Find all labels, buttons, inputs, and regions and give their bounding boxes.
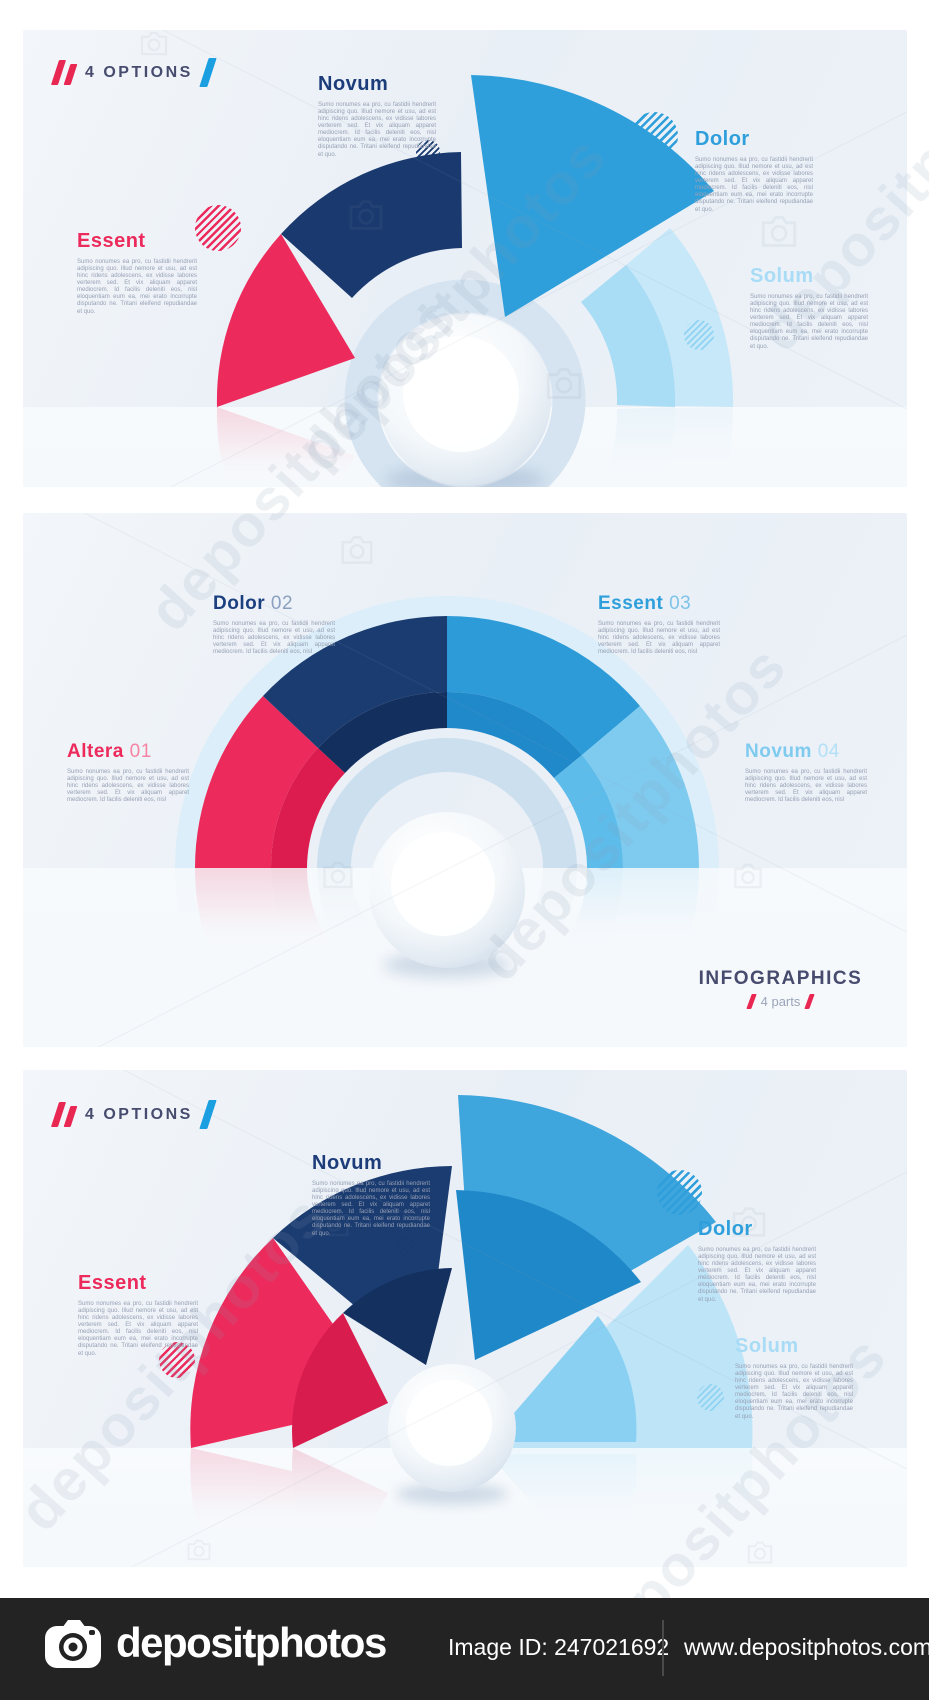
label-solum-title: Solum [735,1335,799,1357]
panel1-title-text: 4 OPTIONS [85,63,193,81]
title-slash-icon [63,1106,78,1127]
semicircle-donut-chart [23,596,907,1047]
label-novum: Novum Sumo nonumes ea pro, cu fastidii h… [318,73,436,159]
label-essent: Essent Sumo nonumes ea pro, cu fastidii … [77,230,197,316]
infographics-title: INFOGRAPHICS [698,968,863,989]
caption-slash-icon [745,994,757,1009]
label-dolor-02-name: Dolor [213,593,266,614]
logo-wordmark: depositphotos [116,1619,387,1666]
label-essent-title: Essent [78,1272,147,1294]
label-novum-04-number: 04 [817,741,840,762]
label-solum: Solum Sumo nonumes ea pro, cu fastidii h… [750,265,868,351]
label-dolor: Dolor Sumo nonumes ea pro, cu fastidii h… [695,128,813,214]
label-altera-01-name: Altera [67,741,124,762]
hatched-circle-icon [394,1234,415,1255]
panel3-title-text: 4 OPTIONS [85,1105,193,1123]
label-solum-text: Sumo nonumes ea pro, cu fastidii hendrer… [735,1364,853,1420]
panel-top-infographic: 4 OPTIONS Novum Sumo nonumes ea pro, cu … [23,30,907,487]
depositphotos-logo: depositphotos [42,1616,387,1670]
label-novum-text: Sumo nonumes ea pro, cu fastidii hendrer… [312,1181,430,1237]
label-dolor-title: Dolor [695,128,750,150]
label-novum: Novum Sumo nonumes ea pro, cu fastidii h… [312,1152,430,1238]
label-altera-01-text: Sumo nonumes ea pro, cu fastidii hendrer… [67,769,189,804]
stock-photo-footer-bar: depositphotos Image ID: 247021692 www.de… [0,1598,929,1700]
panel-middle-infographic: Dolor 02 Sumo nonumes ea pro, cu fastidi… [23,513,907,1047]
website-text: www.depositphotos.com [684,1634,929,1660]
hatched-circle-icon [630,112,678,160]
label-essent-03-text: Sumo nonumes ea pro, cu fastidii hendrer… [598,621,720,656]
hatched-circle-icon [684,320,714,350]
label-dolor-02-number: 02 [270,593,294,614]
hatched-circle-icon [159,1342,195,1378]
semicircle-chart-top [23,75,907,487]
hatched-circle-icon [195,205,241,251]
label-dolor-text: Sumo nonumes ea pro, cu fastidii hendrer… [695,157,813,213]
label-novum-04: Novum 04 Sumo nonumes ea pro, cu fastidi… [745,741,867,804]
label-solum: Solum Sumo nonumes ea pro, cu fastidii h… [735,1335,853,1421]
panel3-title: 4 OPTIONS [50,1100,217,1129]
hatched-circle-icon [416,140,440,164]
infographics-caption: INFOGRAPHICS 4 parts [683,968,878,1009]
label-essent-03-name: Essent [598,593,664,614]
label-essent-title: Essent [77,230,146,252]
label-dolor: Dolor Sumo nonumes ea pro, cu fastidii h… [698,1218,816,1304]
label-altera-01: Altera 01 Sumo nonumes ea pro, cu fastid… [67,741,189,804]
hatched-circle-icon [657,1170,702,1215]
label-solum-text: Sumo nonumes ea pro, cu fastidii hendrer… [750,294,868,350]
infographics-subtitle: 4 parts [760,994,801,1009]
label-novum-text: Sumo nonumes ea pro, cu fastidii hendrer… [318,102,436,158]
label-essent-text: Sumo nonumes ea pro, cu fastidii hendrer… [78,1301,198,1357]
label-essent-text: Sumo nonumes ea pro, cu fastidii hendrer… [77,259,197,315]
label-novum-title: Novum [318,73,389,95]
image-id-text: Image ID: 247021692 [448,1634,670,1660]
hatched-circle-icon [697,1384,724,1411]
label-dolor-02: Dolor 02 Sumo nonumes ea pro, cu fastidi… [213,593,335,656]
label-dolor-title: Dolor [698,1218,753,1240]
panel-bottom-infographic: 4 OPTIONS Novum Sumo nonumes ea pro, cu … [23,1070,907,1567]
label-novum-title: Novum [312,1152,383,1174]
label-essent-03: Essent 03 Sumo nonumes ea pro, cu fastid… [598,593,720,656]
footer-divider [662,1620,664,1676]
label-novum-04-name: Novum [745,741,812,762]
panel1-title: 4 OPTIONS [50,58,217,87]
caption-slash-icon [804,994,816,1009]
title-slash-icon [63,64,78,85]
label-essent-03-number: 03 [669,593,692,614]
label-solum-title: Solum [750,265,814,287]
camera-logo-icon [45,1620,101,1668]
label-essent: Essent Sumo nonumes ea pro, cu fastidii … [78,1272,198,1358]
label-dolor-02-text: Sumo nonumes ea pro, cu fastidii hendrer… [213,621,335,656]
label-dolor-text: Sumo nonumes ea pro, cu fastidii hendrer… [698,1247,816,1303]
label-novum-04-text: Sumo nonumes ea pro, cu fastidii hendrer… [745,769,867,804]
label-altera-01-number: 01 [129,741,152,762]
